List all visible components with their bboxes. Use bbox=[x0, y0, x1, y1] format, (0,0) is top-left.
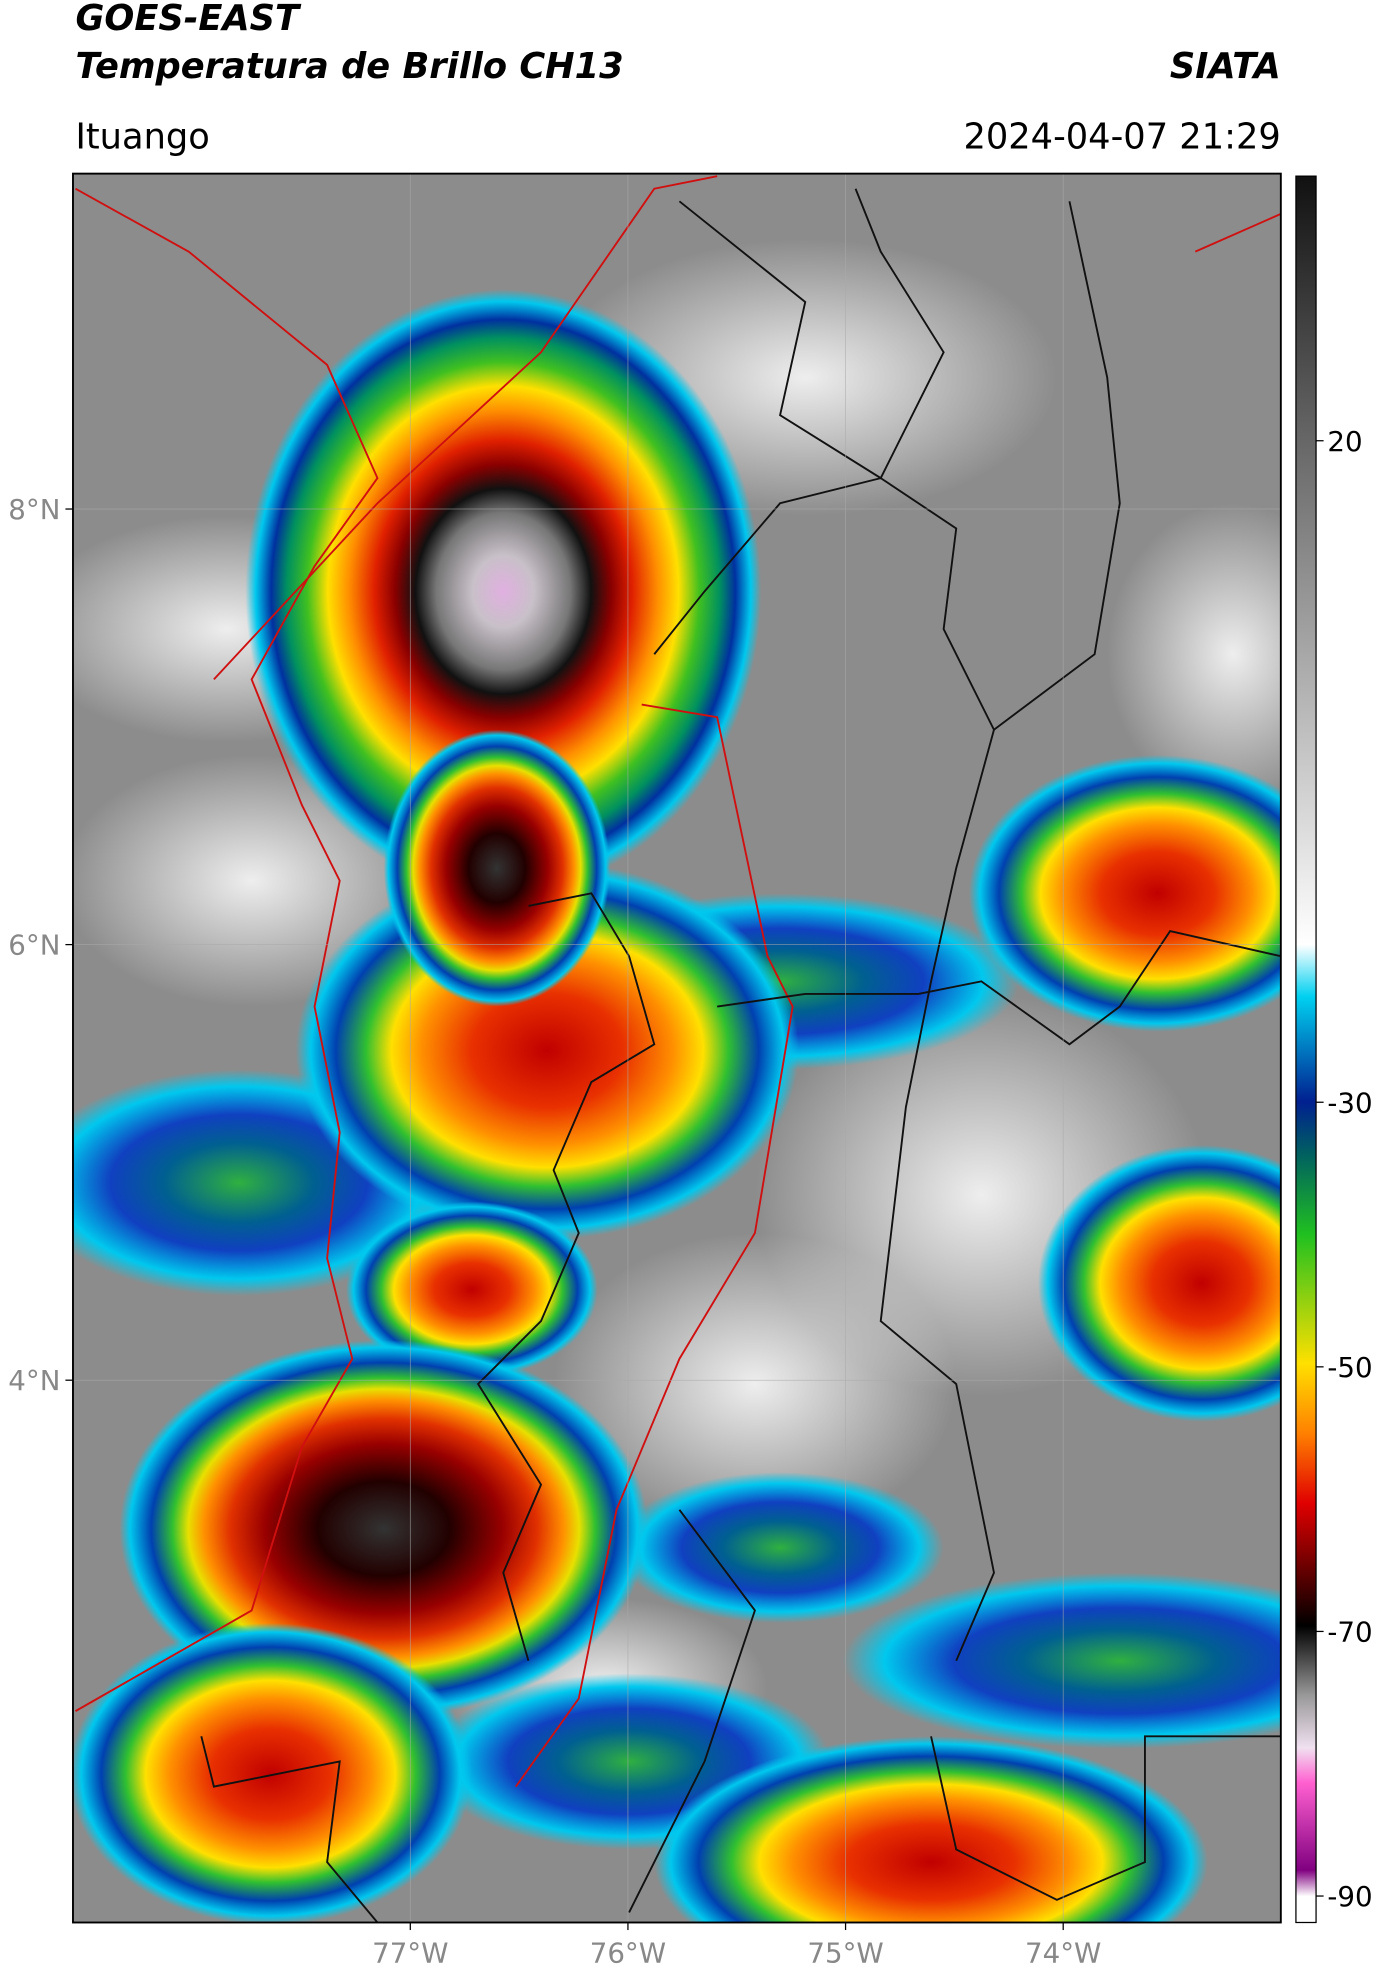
country-border bbox=[1194, 213, 1281, 253]
country-border bbox=[75, 187, 379, 1712]
source-label: SIATA bbox=[1170, 46, 1281, 87]
graticule bbox=[72, 173, 1281, 1923]
department-border bbox=[213, 175, 718, 681]
x-tick-label: 77°W bbox=[372, 1937, 448, 1970]
colorbar-tick-label: -30 bbox=[1327, 1086, 1372, 1119]
department-border bbox=[200, 1736, 379, 1923]
colorbar-tick-label: -90 bbox=[1327, 1880, 1372, 1913]
y-tick-label: 4°N bbox=[8, 1364, 60, 1397]
colorbar bbox=[1295, 175, 1317, 1924]
y-tick-label: 6°N bbox=[8, 929, 60, 962]
product-title: Temperatura de Brillo CH13 bbox=[75, 46, 623, 87]
y-tick-label: 8°N bbox=[8, 493, 60, 526]
department-border bbox=[628, 1509, 756, 1913]
colorbar-tick-label: 20 bbox=[1327, 425, 1362, 458]
storm-cells bbox=[72, 289, 1281, 1923]
department-border bbox=[476, 892, 656, 1662]
x-tick-label: 75°W bbox=[807, 1937, 883, 1970]
x-tick-label: 76°W bbox=[590, 1937, 666, 1970]
map-frame bbox=[72, 172, 1282, 1924]
borders bbox=[75, 175, 1281, 1923]
satellite-title: GOES-EAST bbox=[75, 0, 302, 39]
department-border bbox=[515, 703, 794, 1788]
colorbar-tick-label: -70 bbox=[1327, 1616, 1372, 1649]
department-border bbox=[930, 1735, 1281, 1901]
colorbar-tick-label: -50 bbox=[1327, 1351, 1372, 1384]
satellite-image bbox=[72, 173, 1281, 1923]
department-border bbox=[879, 729, 995, 1662]
x-tick-label: 74°W bbox=[1025, 1937, 1101, 1970]
region-label: Ituango bbox=[75, 116, 209, 157]
department-border bbox=[653, 477, 881, 655]
department-border bbox=[717, 929, 1281, 1046]
datetime-label: 2024-04-07 21:29 bbox=[963, 116, 1280, 157]
department-border bbox=[880, 201, 1121, 732]
